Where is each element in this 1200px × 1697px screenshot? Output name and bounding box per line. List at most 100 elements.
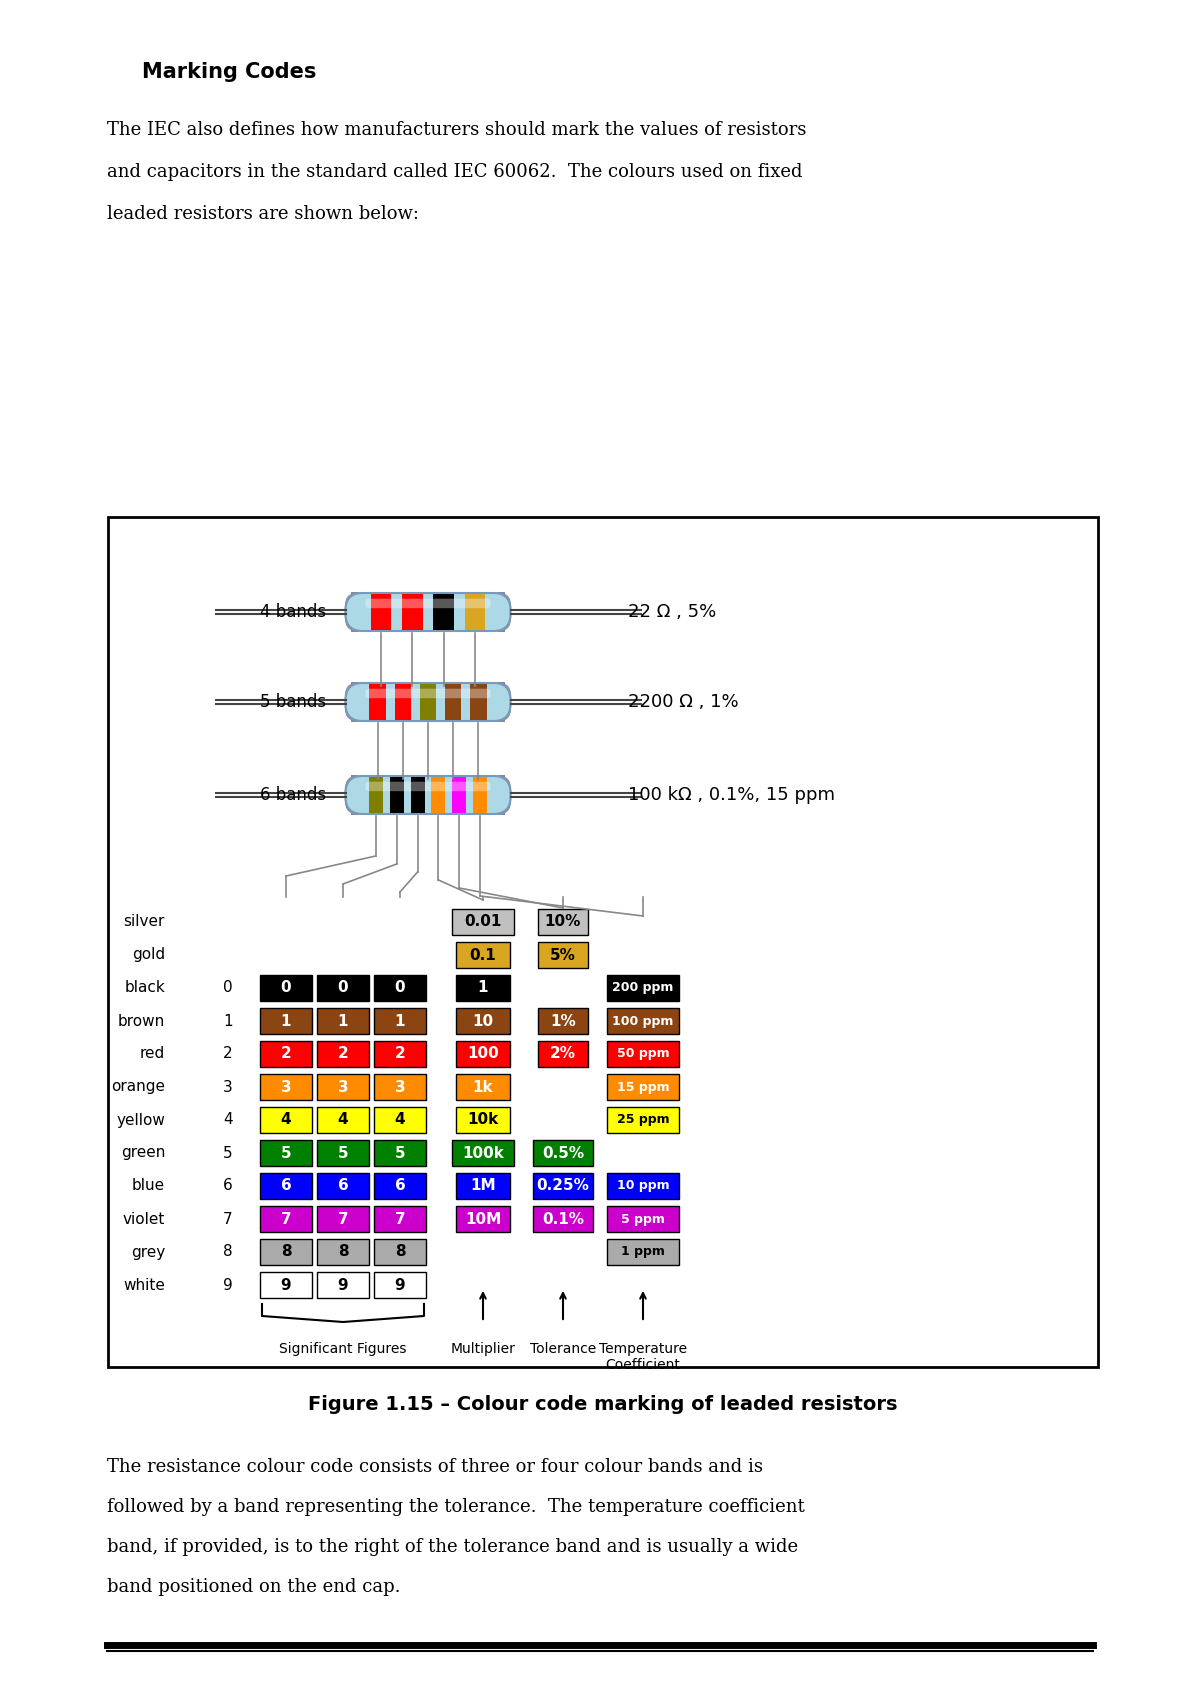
FancyBboxPatch shape (317, 1074, 370, 1100)
Text: 7: 7 (337, 1212, 348, 1227)
FancyBboxPatch shape (346, 682, 510, 721)
Text: Multiplier: Multiplier (450, 1342, 516, 1356)
Text: Marking Codes: Marking Codes (142, 63, 317, 81)
Text: 1%: 1% (550, 1013, 576, 1028)
FancyBboxPatch shape (538, 1040, 588, 1067)
FancyBboxPatch shape (607, 1074, 679, 1100)
Text: green: green (121, 1145, 166, 1161)
FancyBboxPatch shape (420, 684, 437, 720)
FancyBboxPatch shape (346, 682, 365, 721)
Text: 5: 5 (281, 1145, 292, 1161)
FancyBboxPatch shape (260, 1173, 312, 1200)
Text: 25 ppm: 25 ppm (617, 1113, 670, 1127)
Text: followed by a band representing the tolerance.  The temperature coefficient: followed by a band representing the tole… (107, 1498, 805, 1515)
FancyBboxPatch shape (374, 1040, 426, 1067)
Text: 8: 8 (395, 1244, 406, 1259)
Text: 8: 8 (281, 1244, 292, 1259)
FancyBboxPatch shape (317, 1106, 370, 1134)
Text: 5: 5 (395, 1145, 406, 1161)
FancyBboxPatch shape (346, 592, 365, 631)
Text: 8: 8 (337, 1244, 348, 1259)
Text: 9: 9 (223, 1278, 233, 1293)
FancyBboxPatch shape (533, 1173, 593, 1200)
FancyBboxPatch shape (260, 1273, 312, 1298)
FancyBboxPatch shape (317, 1140, 370, 1166)
FancyBboxPatch shape (607, 1207, 679, 1232)
Text: blue: blue (132, 1178, 166, 1193)
FancyBboxPatch shape (346, 776, 365, 815)
FancyBboxPatch shape (456, 1040, 510, 1067)
Text: 2: 2 (337, 1047, 348, 1062)
Text: 2: 2 (395, 1047, 406, 1062)
Text: 0: 0 (395, 981, 406, 996)
FancyBboxPatch shape (260, 1140, 312, 1166)
FancyBboxPatch shape (607, 1008, 679, 1033)
Text: 4: 4 (223, 1113, 233, 1127)
Text: 3: 3 (281, 1079, 292, 1095)
Text: 0: 0 (223, 981, 233, 996)
Text: 6 bands: 6 bands (260, 786, 326, 804)
FancyBboxPatch shape (317, 1008, 370, 1033)
Text: 1: 1 (478, 981, 488, 996)
FancyBboxPatch shape (395, 684, 412, 720)
Text: grey: grey (131, 1244, 166, 1259)
Text: 0.1%: 0.1% (542, 1212, 584, 1227)
Text: 5: 5 (223, 1145, 233, 1161)
Text: 2%: 2% (550, 1047, 576, 1062)
Text: 7: 7 (395, 1212, 406, 1227)
FancyBboxPatch shape (260, 1040, 312, 1067)
FancyBboxPatch shape (533, 1140, 593, 1166)
FancyBboxPatch shape (433, 594, 454, 630)
Text: 0.25%: 0.25% (536, 1178, 589, 1193)
FancyBboxPatch shape (317, 1040, 370, 1067)
FancyBboxPatch shape (492, 776, 510, 815)
Text: 9: 9 (395, 1278, 406, 1293)
FancyBboxPatch shape (260, 1239, 312, 1264)
FancyBboxPatch shape (452, 777, 467, 813)
FancyBboxPatch shape (374, 1106, 426, 1134)
FancyBboxPatch shape (317, 1273, 370, 1298)
Text: 15 ppm: 15 ppm (617, 1081, 670, 1093)
Text: 4: 4 (281, 1113, 292, 1127)
Text: The IEC also defines how manufacturers should mark the values of resistors: The IEC also defines how manufacturers s… (107, 120, 806, 139)
Text: 22 Ω , 5%: 22 Ω , 5% (628, 602, 716, 621)
Text: and capacitors in the standard called IEC 60062.  The colours used on fixed: and capacitors in the standard called IE… (107, 163, 803, 182)
FancyBboxPatch shape (260, 1074, 312, 1100)
FancyBboxPatch shape (317, 1173, 370, 1200)
Text: 3: 3 (395, 1079, 406, 1095)
FancyBboxPatch shape (432, 777, 445, 813)
Text: 10M: 10M (464, 1212, 502, 1227)
Text: 0.01: 0.01 (464, 915, 502, 930)
Text: 5%: 5% (550, 947, 576, 962)
Text: 10%: 10% (545, 915, 581, 930)
FancyBboxPatch shape (492, 682, 510, 721)
Text: 2: 2 (223, 1047, 233, 1062)
Text: 5 bands: 5 bands (260, 692, 326, 711)
Text: white: white (124, 1278, 166, 1293)
Text: 4: 4 (395, 1113, 406, 1127)
FancyBboxPatch shape (370, 684, 386, 720)
FancyBboxPatch shape (317, 1239, 370, 1264)
FancyBboxPatch shape (260, 1008, 312, 1033)
Text: gold: gold (132, 947, 166, 962)
FancyBboxPatch shape (533, 1207, 593, 1232)
Text: 6: 6 (223, 1178, 233, 1193)
Text: 5 ppm: 5 ppm (622, 1212, 665, 1225)
FancyBboxPatch shape (402, 594, 422, 630)
Text: 0: 0 (337, 981, 348, 996)
FancyBboxPatch shape (365, 782, 491, 791)
FancyBboxPatch shape (390, 777, 403, 813)
FancyBboxPatch shape (456, 1207, 510, 1232)
FancyBboxPatch shape (456, 1008, 510, 1033)
Text: 4: 4 (337, 1113, 348, 1127)
Text: 7: 7 (281, 1212, 292, 1227)
Text: 8: 8 (223, 1244, 233, 1259)
Text: 50 ppm: 50 ppm (617, 1047, 670, 1061)
Text: Figure 1.15 – Colour code marking of leaded resistors: Figure 1.15 – Colour code marking of lea… (308, 1395, 898, 1415)
FancyBboxPatch shape (538, 942, 588, 967)
Text: 10 ppm: 10 ppm (617, 1179, 670, 1193)
Text: violet: violet (122, 1212, 166, 1227)
Text: 100: 100 (467, 1047, 499, 1062)
Text: red: red (139, 1047, 166, 1062)
Text: 0: 0 (281, 981, 292, 996)
